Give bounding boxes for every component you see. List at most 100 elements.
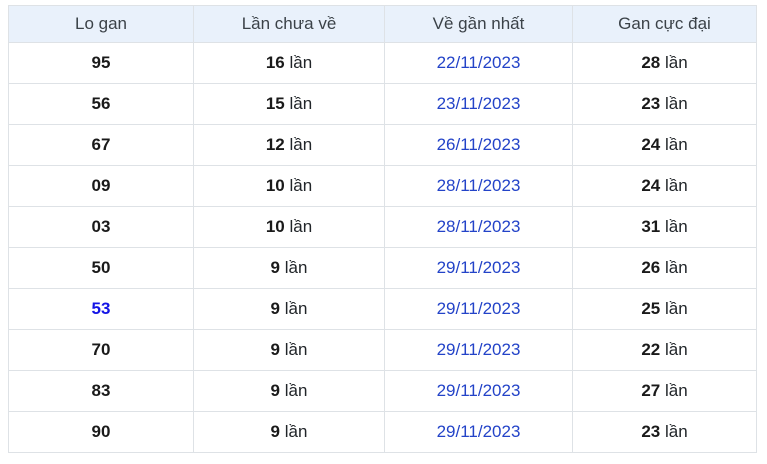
- max-gan-unit: lần: [660, 340, 688, 359]
- times-missed-unit: lần: [284, 176, 313, 195]
- max-gan-cell: 24 lần: [572, 124, 757, 166]
- max-gan-unit: lần: [660, 217, 688, 236]
- lo-gan-cell: 09: [8, 165, 194, 207]
- last-seen-date-link[interactable]: 28/11/2023: [436, 176, 521, 195]
- times-missed-value: 10: [265, 176, 285, 195]
- times-missed-unit: lần: [284, 53, 313, 72]
- header-ve-gan-nhat: Về gần nhất: [384, 5, 573, 43]
- lo-gan-number-link[interactable]: 53: [91, 299, 111, 318]
- last-seen-cell: 23/11/2023: [384, 83, 573, 125]
- lo-gan-cell: 53: [8, 288, 194, 330]
- lo-gan-number: 67: [91, 135, 111, 154]
- lo-gan-cell: 67: [8, 124, 194, 166]
- lo-gan-number: 70: [91, 340, 111, 359]
- last-seen-date-link[interactable]: 29/11/2023: [436, 258, 521, 277]
- times-missed-cell: 10 lần: [193, 165, 385, 207]
- times-missed-unit: lần: [280, 422, 308, 441]
- lo-gan-number: 03: [91, 217, 111, 236]
- header-lan-chua-ve: Lần chưa về: [193, 5, 385, 43]
- table-row: 67 12 lần 26/11/2023 24 lần: [8, 124, 757, 166]
- max-gan-value: 26: [641, 258, 661, 277]
- last-seen-cell: 29/11/2023: [384, 411, 573, 453]
- times-missed-value: 9: [270, 299, 281, 318]
- times-missed-unit: lần: [280, 340, 308, 359]
- max-gan-unit: lần: [660, 258, 688, 277]
- max-gan-value: 22: [641, 340, 661, 359]
- times-missed-unit: lần: [284, 135, 313, 154]
- times-missed-unit: lần: [284, 94, 313, 113]
- table-row: 50 9 lần 29/11/2023 26 lần: [8, 247, 757, 289]
- table-row: 53 9 lần 29/11/2023 25 lần: [8, 288, 757, 330]
- times-missed-cell: 9 lần: [193, 370, 385, 412]
- max-gan-cell: 23 lần: [572, 411, 757, 453]
- times-missed-cell: 9 lần: [193, 329, 385, 371]
- times-missed-unit: lần: [280, 381, 308, 400]
- max-gan-value: 28: [641, 53, 661, 72]
- table-row: 03 10 lần 28/11/2023 31 lần: [8, 206, 757, 248]
- table-row: 70 9 lần 29/11/2023 22 lần: [8, 329, 757, 371]
- max-gan-unit: lần: [660, 422, 688, 441]
- table-row: 83 9 lần 29/11/2023 27 lần: [8, 370, 757, 412]
- last-seen-cell: 26/11/2023: [384, 124, 573, 166]
- times-missed-unit: lần: [284, 217, 313, 236]
- lo-gan-cell: 70: [8, 329, 194, 371]
- max-gan-value: 25: [641, 299, 661, 318]
- max-gan-cell: 26 lần: [572, 247, 757, 289]
- max-gan-cell: 24 lần: [572, 165, 757, 207]
- max-gan-value: 27: [641, 381, 661, 400]
- max-gan-unit: lần: [660, 135, 688, 154]
- last-seen-date-link[interactable]: 29/11/2023: [436, 299, 521, 318]
- table-row: 95 16 lần 22/11/2023 28 lần: [8, 42, 757, 84]
- max-gan-unit: lần: [660, 176, 688, 195]
- table-body: 95 16 lần 22/11/2023 28 lần 56 15 lần 23/11/20…: [8, 42, 757, 453]
- last-seen-date-link[interactable]: 29/11/2023: [436, 340, 521, 359]
- lo-gan-cell: 56: [8, 83, 194, 125]
- lo-gan-number: 90: [91, 422, 111, 441]
- times-missed-unit: lần: [280, 258, 308, 277]
- header-gan-cuc-dai: Gan cực đại: [572, 5, 757, 43]
- times-missed-cell: 16 lần: [193, 42, 385, 84]
- max-gan-value: 31: [641, 217, 661, 236]
- lo-gan-number: 50: [91, 258, 111, 277]
- last-seen-date-link[interactable]: 23/11/2023: [436, 94, 521, 113]
- times-missed-value: 15: [265, 94, 285, 113]
- times-missed-unit: lần: [280, 299, 308, 318]
- lo-gan-table: Lo gan Lần chưa về Về gần nhất Gan cực đ…: [8, 5, 757, 453]
- last-seen-date-link[interactable]: 29/11/2023: [436, 422, 521, 441]
- times-missed-value: 9: [270, 340, 281, 359]
- times-missed-value: 10: [265, 217, 285, 236]
- last-seen-cell: 29/11/2023: [384, 247, 573, 289]
- table-row: 90 9 lần 29/11/2023 23 lần: [8, 411, 757, 453]
- max-gan-cell: 28 lần: [572, 42, 757, 84]
- table-header-row: Lo gan Lần chưa về Về gần nhất Gan cực đ…: [8, 5, 757, 43]
- times-missed-cell: 12 lần: [193, 124, 385, 166]
- max-gan-cell: 22 lần: [572, 329, 757, 371]
- times-missed-cell: 15 lần: [193, 83, 385, 125]
- header-lo-gan: Lo gan: [8, 5, 194, 43]
- max-gan-cell: 31 lần: [572, 206, 757, 248]
- max-gan-value: 23: [641, 94, 661, 113]
- times-missed-value: 9: [270, 258, 281, 277]
- lo-gan-number: 95: [91, 53, 111, 72]
- max-gan-cell: 25 lần: [572, 288, 757, 330]
- max-gan-value: 24: [641, 135, 661, 154]
- max-gan-value: 23: [641, 422, 661, 441]
- max-gan-cell: 27 lần: [572, 370, 757, 412]
- times-missed-value: 9: [270, 422, 281, 441]
- lo-gan-number: 83: [91, 381, 111, 400]
- times-missed-value: 9: [270, 381, 281, 400]
- last-seen-date-link[interactable]: 26/11/2023: [436, 135, 521, 154]
- last-seen-cell: 29/11/2023: [384, 370, 573, 412]
- last-seen-date-link[interactable]: 29/11/2023: [436, 381, 521, 400]
- lo-gan-cell: 03: [8, 206, 194, 248]
- last-seen-date-link[interactable]: 22/11/2023: [436, 53, 521, 72]
- last-seen-date-link[interactable]: 28/11/2023: [436, 217, 521, 236]
- table-row: 56 15 lần 23/11/2023 23 lần: [8, 83, 757, 125]
- max-gan-unit: lần: [660, 381, 688, 400]
- last-seen-cell: 28/11/2023: [384, 206, 573, 248]
- last-seen-cell: 22/11/2023: [384, 42, 573, 84]
- times-missed-cell: 9 lần: [193, 247, 385, 289]
- lo-gan-cell: 90: [8, 411, 194, 453]
- lo-gan-cell: 50: [8, 247, 194, 289]
